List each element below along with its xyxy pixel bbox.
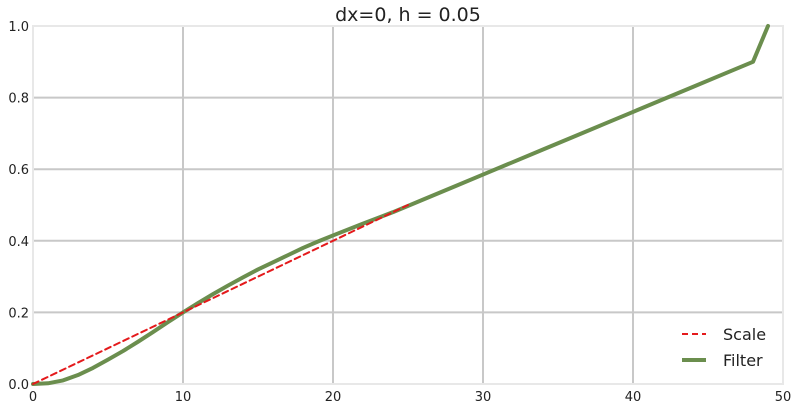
legend-label-filter: Filter	[723, 351, 763, 370]
x-tick-label: 0	[29, 390, 37, 405]
legend-box	[670, 317, 778, 379]
chart-title: dx=0, h = 0.05	[335, 4, 481, 26]
y-tick-label: 0.8	[8, 92, 29, 107]
series-line-scale	[32, 204, 409, 385]
y-tick-label: 0.6	[8, 163, 29, 178]
series-lines	[31, 24, 770, 386]
x-tick-label: 40	[625, 390, 642, 405]
y-tick-label: 1.0	[8, 20, 29, 35]
series-line-filter	[31, 24, 770, 386]
grid-lines	[33, 26, 783, 384]
x-tick-label: 30	[475, 390, 492, 405]
y-tick-label: 0.4	[8, 235, 29, 250]
x-tick-label: 50	[775, 390, 792, 405]
y-tick-label: 0.0	[8, 378, 29, 393]
plot-frame	[32, 25, 784, 385]
tick-labels: 0 10 20 30 40 50 0.0 0.2 0.4 0.6 0.8 1.0	[8, 20, 791, 405]
x-tick-label: 20	[325, 390, 342, 405]
x-tick-label: 10	[175, 390, 192, 405]
legend: Scale Filter	[670, 317, 778, 379]
legend-label-scale: Scale	[723, 325, 766, 344]
y-tick-label: 0.2	[8, 306, 29, 321]
axes	[32, 25, 784, 385]
